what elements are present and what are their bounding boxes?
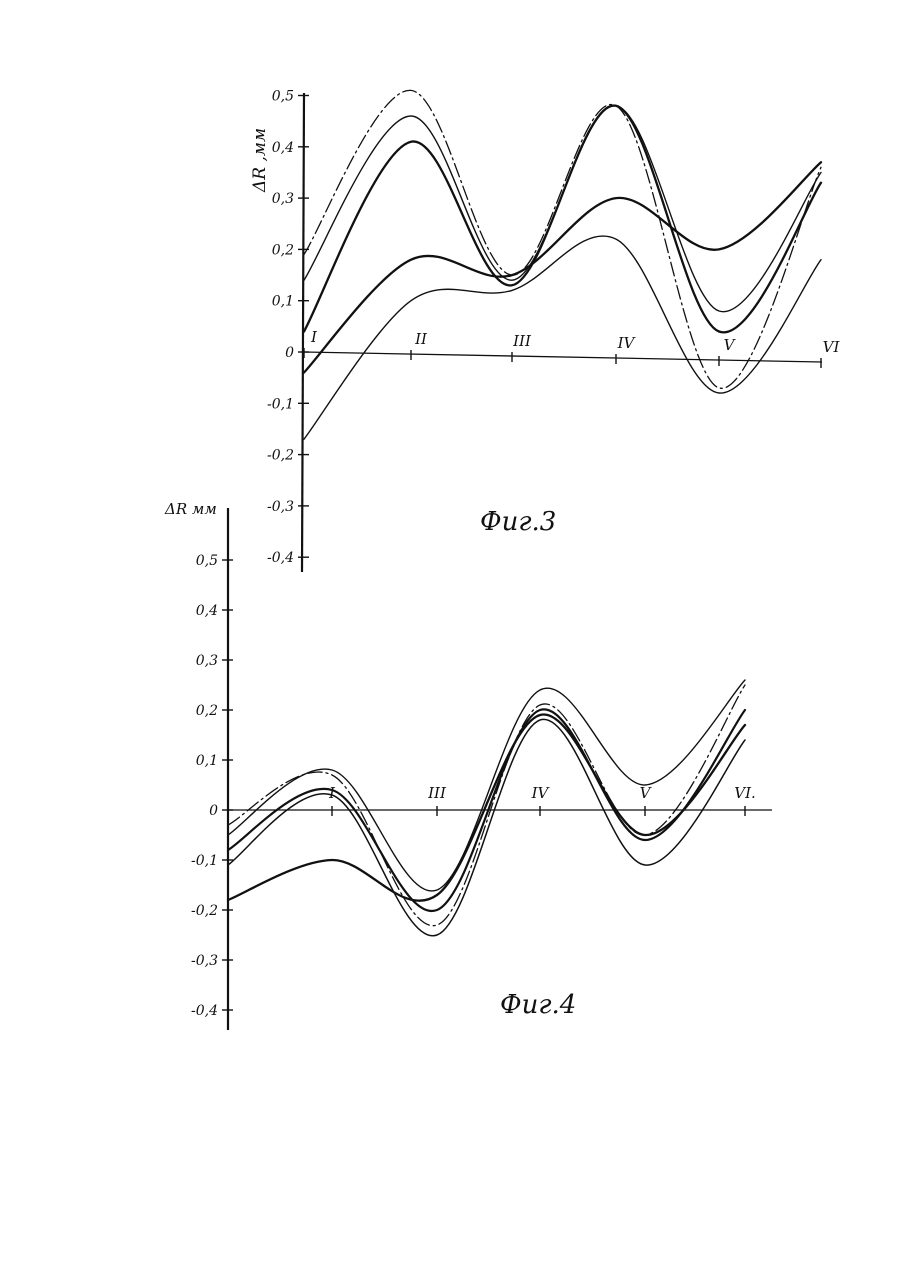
fig4-caption: Фиг.4 (500, 990, 576, 1020)
fig4-x-tick-label: IV (531, 784, 551, 802)
fig3-caption: Фиг.3 (480, 507, 556, 537)
fig4-series-group (228, 680, 745, 936)
fig4-y-axis-label: ΔR мм (164, 500, 217, 518)
fig4-y-tick-label: 0 (209, 803, 218, 819)
fig4-y-tick-label: -0,3 (191, 953, 218, 969)
fig4-y-tick-label: -0,4 (191, 1003, 218, 1019)
fig4-y-tick-label: 0,3 (196, 653, 218, 669)
fig3-y-tick-label: 0,4 (272, 140, 294, 156)
fig3-series-group (304, 90, 821, 439)
fig3-y-tick-label: -0,2 (267, 448, 294, 464)
fig3-series-line (304, 90, 821, 388)
fig3-x-tick-label: III (512, 332, 532, 350)
fig4-y-tick-label: 0,5 (196, 553, 218, 569)
fig4-x-tick-label: VI. (734, 784, 756, 802)
fig3-x-tick-label: II (414, 330, 428, 348)
fig4-y-tick-label: 0,1 (196, 753, 218, 769)
fig4-y-tick-label: 0,4 (196, 603, 218, 619)
fig3-x-tick-label: VI (823, 338, 841, 356)
fig4-series-line (228, 680, 745, 891)
fig3-y-tick-label: 0,1 (272, 294, 294, 310)
fig3-y-tick-label: 0,3 (272, 191, 294, 207)
fig3-series-line (304, 236, 821, 439)
fig3-y-tick-label: -0,3 (267, 499, 294, 515)
chart-fig3: 0,50,40,30,20,10-0,1-0,2-0,3-0,4 IIIIIII… (250, 89, 840, 573)
fig3-y-tick-label: 0,5 (272, 89, 294, 105)
fig4-series-line (228, 714, 745, 900)
fig3-x-axis (304, 352, 822, 362)
fig3-y-tick-label: 0 (285, 345, 294, 361)
fig4-y-tick-label: 0,2 (196, 703, 218, 719)
fig4-x-tick-label: V (640, 784, 653, 802)
fig4-y-ticks: 0,5 0,4 0,3 0,2 0,1 0 -0,1 -0,2 -0,3 -0,4 (191, 553, 233, 1019)
fig3-y-tick-label: -0,1 (267, 396, 294, 412)
fig4-y-tick-label: -0,2 (191, 903, 218, 919)
fig3-y-axis-label: ΔR ,мм (250, 128, 270, 193)
fig3-x-tick-label: I (310, 328, 318, 346)
fig4-x-tick-label: III (427, 784, 447, 802)
fig3-x-tick-label: IV (617, 334, 637, 352)
fig3-x-tick-label: V (724, 336, 737, 354)
fig4-x-tick-label: I (328, 784, 336, 802)
fig3-y-tick-label: -0,4 (267, 550, 294, 566)
fig3-x-ticks: IIIIIIIVVVI (304, 328, 840, 368)
chart-fig4: 0,50,40,30,20,10-0,1-0,2-0,3-0,4 IIIIIVV… (164, 500, 772, 1030)
fig4-y-tick-label: -0,1 (191, 853, 218, 869)
fig3-y-tick-label: 0,2 (272, 242, 294, 258)
